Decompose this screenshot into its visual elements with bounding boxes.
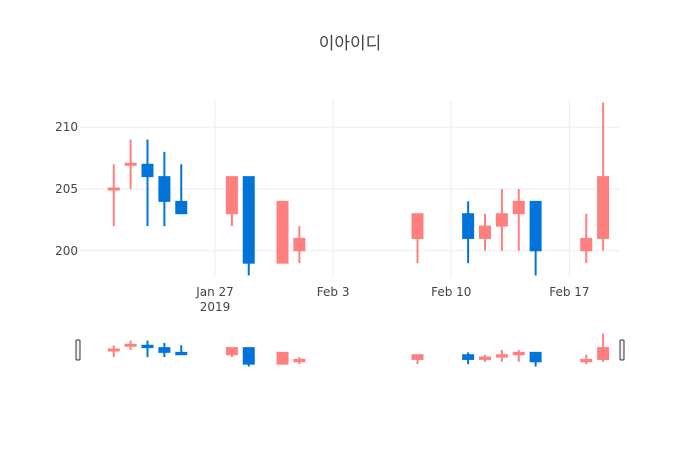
slider-body — [276, 351, 289, 365]
main-candle — [225, 176, 238, 227]
slider-candle — [580, 354, 593, 365]
main-body — [293, 237, 306, 252]
slider-candle — [158, 342, 171, 358]
candles — [107, 102, 610, 276]
x-tick-label: Feb 10 — [431, 285, 471, 299]
main-candle — [242, 176, 255, 276]
slider-body — [529, 351, 542, 363]
chart-title: 이아이디 — [319, 34, 382, 54]
main-candle — [293, 226, 306, 264]
slider-candle — [141, 340, 154, 358]
main-candle — [411, 213, 424, 264]
slider-body — [242, 347, 255, 365]
slider-body — [495, 354, 508, 358]
slider-candle — [276, 351, 289, 365]
slider-body — [175, 351, 188, 356]
main-body — [242, 176, 255, 264]
main-body — [479, 225, 491, 239]
main-body — [597, 176, 610, 239]
x-tick-label: Feb 3 — [317, 285, 350, 299]
main-body — [529, 200, 542, 252]
x-tick-sublabel: 2019 — [200, 300, 231, 314]
main-candle — [124, 139, 137, 189]
main-body — [158, 176, 171, 202]
main-body — [580, 237, 593, 252]
slider-candle — [597, 333, 610, 362]
slider-candle — [462, 352, 475, 365]
main-candle — [141, 139, 154, 227]
slider-body — [141, 344, 154, 349]
range-slider-right-handle[interactable] — [619, 339, 625, 361]
slider-candle — [495, 350, 508, 362]
x-tick-label: Feb 17 — [549, 285, 589, 299]
slider-candle — [411, 354, 424, 365]
main-candle — [529, 200, 542, 276]
slider-candle — [479, 354, 491, 362]
main-body — [512, 200, 525, 215]
main-body — [411, 213, 424, 239]
slider-body — [462, 354, 475, 360]
slider-candle — [242, 347, 255, 367]
y-tick-label: 210 — [55, 120, 78, 134]
slider-body — [225, 347, 238, 356]
slider-body — [158, 347, 171, 353]
main-body — [276, 200, 289, 264]
main-candle — [479, 213, 491, 251]
slider-body — [107, 348, 120, 352]
slider-candle — [529, 351, 542, 367]
slider-candle — [175, 345, 188, 356]
main-candle — [495, 189, 508, 251]
main-body — [495, 213, 508, 227]
main-body — [462, 213, 475, 239]
main-candle — [175, 164, 188, 215]
main-body — [141, 163, 154, 178]
slider-candle — [107, 345, 120, 358]
main-body — [124, 162, 137, 166]
y-tick-label: 200 — [55, 244, 78, 258]
slider-candle — [124, 340, 137, 350]
main-candle — [462, 201, 475, 264]
main-candle — [107, 164, 120, 227]
range-slider[interactable] — [75, 333, 625, 367]
main-candle — [276, 200, 289, 264]
main-candle — [158, 151, 171, 227]
x-tick-label: Jan 27 — [195, 285, 234, 299]
main-body — [107, 187, 120, 191]
slider-body — [580, 358, 593, 363]
main-candle — [597, 102, 610, 251]
slider-body — [597, 347, 610, 360]
slider-body — [293, 358, 306, 363]
slider-body — [479, 356, 491, 360]
range-slider-left-handle[interactable] — [75, 339, 81, 361]
main-body — [175, 200, 188, 215]
slider-body — [411, 354, 424, 360]
y-axis-ticks: 200 205 210 — [55, 120, 78, 258]
slider-candle — [225, 347, 238, 358]
slider-body — [124, 343, 137, 347]
slider-candle — [293, 357, 306, 365]
y-tick-label: 205 — [55, 182, 78, 196]
main-candle — [580, 213, 593, 264]
slider-body — [512, 351, 525, 356]
main-body — [225, 176, 238, 215]
main-candle — [512, 189, 525, 251]
slider-candle — [512, 350, 525, 362]
